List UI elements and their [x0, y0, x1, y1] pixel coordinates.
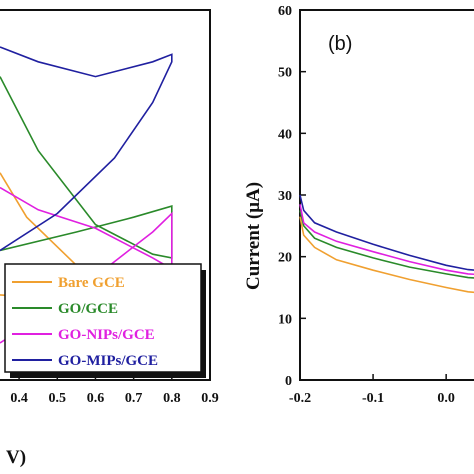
panel-a-x-axis-title: V) [6, 447, 26, 468]
panel-b-y-tick-label: 20 [278, 251, 292, 266]
panel-b-x-ticks [299, 374, 447, 380]
panel-a-x-tick-label: 0.4 [10, 391, 28, 406]
panel-a-x-tick-label: 0.7 [125, 391, 143, 406]
panel-b-y-tick-label: 0 [285, 374, 292, 389]
panel-b-label: (b) [328, 33, 352, 55]
panel-a-series-curve [0, 46, 173, 252]
panel-a-x-tick-label: 0.6 [87, 391, 105, 406]
panel-a-x-tick-label: 0.8 [163, 391, 181, 406]
panel-b-series-line [299, 216, 474, 294]
panel-b-y-tick-label: 60 [278, 4, 292, 19]
panel-a-axes-frame [0, 9, 211, 381]
panel-b-series-line [299, 194, 474, 271]
panel-a-x-tick-label: 0.9 [201, 391, 219, 406]
panel-b-x-tick-label: -0.2 [289, 391, 311, 406]
legend-entry: GO-MIPs/GCE [58, 353, 158, 369]
panel-b-y-tick-label: 10 [278, 312, 292, 327]
panel-b-x-tick-labels: -0.2 -0.1 0.0 [289, 391, 455, 406]
legend: Bare GCE GO/GCE GO-NIPs/GCE GO-MIPs/GCE [4, 263, 206, 378]
panel-b-y-tick-label: 30 [278, 189, 292, 204]
panel-b-axes-frame [299, 9, 474, 381]
legend-entry: GO/GCE [58, 301, 118, 317]
legend-entry: GO-NIPs/GCE [58, 327, 155, 343]
panel-b: 0 10 20 30 40 50 60 -0.2 -0.1 0.0 (b) Current (μ… [243, 4, 474, 406]
panel-b-y-tick-label: 40 [278, 127, 292, 142]
legend-entry: Bare GCE [58, 275, 125, 291]
panel-a-series-curve [0, 76, 173, 259]
panel-b-x-tick-label: -0.1 [362, 391, 384, 406]
panel-b-y-axis-title: Current (μA) [243, 182, 264, 290]
panel-b-series-line [299, 204, 474, 276]
legend-box [4, 263, 202, 373]
panel-b-curves [299, 194, 474, 294]
panel-b-y-tick-labels: 0 10 20 30 40 50 60 [278, 4, 292, 389]
panel-b-y-ticks [300, 9, 306, 381]
panel-b-series-line [299, 210, 474, 279]
panel-a: 0.4 0.5 0.6 0.7 0.8 0.9 V) Bare GCE GO/GCE GO-N… [0, 9, 219, 468]
panel-b-x-tick-label: 0.0 [437, 391, 455, 406]
panel-a-x-tick-label: 0.5 [49, 391, 67, 406]
panel-b-y-tick-label: 50 [278, 66, 292, 81]
legend-items: Bare GCE GO/GCE GO-NIPs/GCE GO-MIPs/GCE [12, 275, 158, 369]
panel-a-x-tick-labels: 0.4 0.5 0.6 0.7 0.8 0.9 [10, 391, 218, 406]
